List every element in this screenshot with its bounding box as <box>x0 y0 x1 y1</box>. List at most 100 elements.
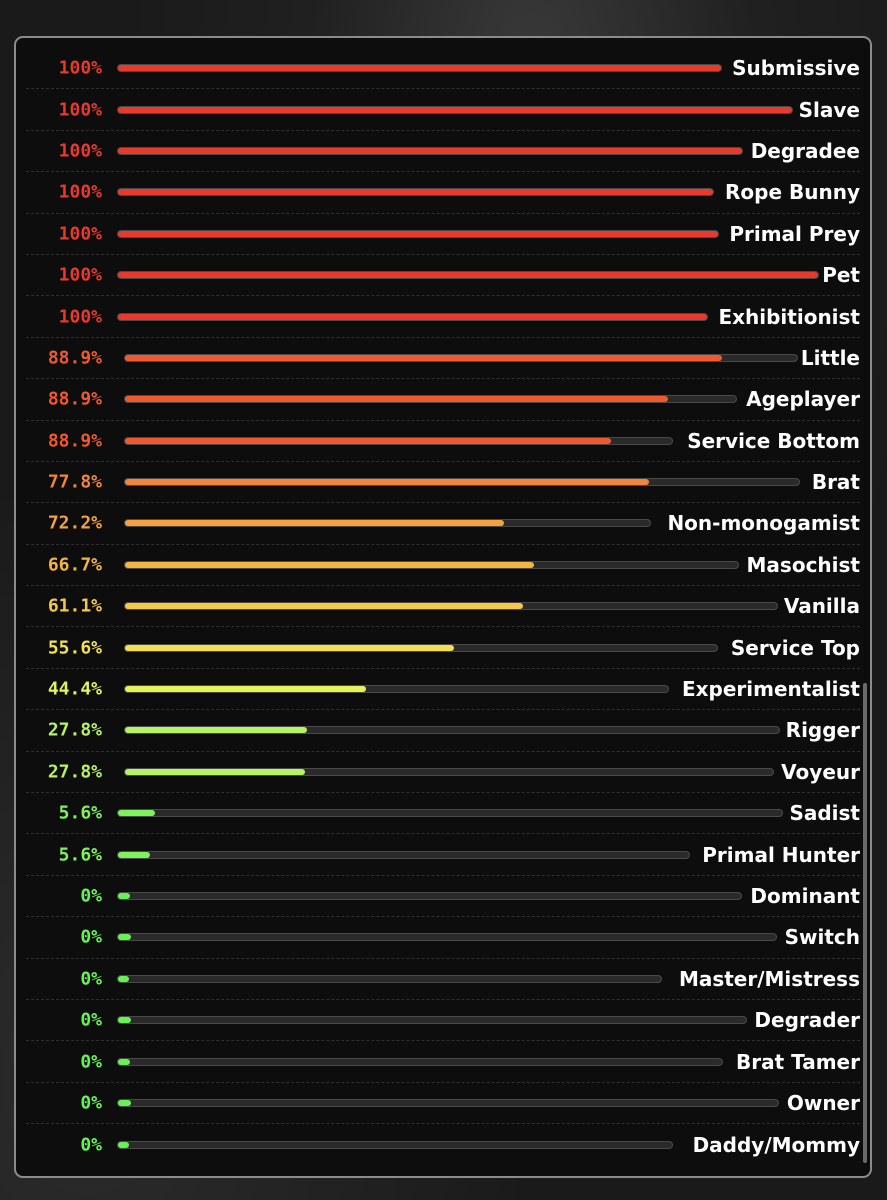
progress-track <box>124 478 800 487</box>
role-label: Little <box>800 345 860 370</box>
progress-track <box>124 726 780 735</box>
role-label: Degrader <box>754 1008 860 1033</box>
progress-fill <box>118 189 713 196</box>
percent-label: 100% <box>58 99 102 121</box>
role-label: Service Top <box>730 635 860 660</box>
role-label: Pet <box>822 263 860 288</box>
percent-label: 100% <box>58 306 102 328</box>
result-row: 77.8% Brat <box>26 462 860 504</box>
result-row: 0% Daddy/Mommy <box>26 1124 860 1165</box>
percent-label: 72.2% <box>47 512 102 534</box>
role-label: Masochist <box>746 552 860 577</box>
progress-track <box>117 1016 747 1025</box>
progress-fill <box>125 561 534 568</box>
progress-fill <box>118 272 818 279</box>
progress-fill <box>118 230 718 237</box>
result-row: 100% Pet <box>26 255 860 297</box>
progress-fill <box>125 479 650 486</box>
percent-label: 0% <box>80 1134 102 1156</box>
percent-label: 5.6% <box>58 802 102 824</box>
percent-label: 44.4% <box>47 678 102 700</box>
percent-label: 0% <box>80 1051 102 1073</box>
results-list: 100% Submissive 100% Slave 100% Degradee 100% R… <box>26 48 860 1166</box>
percent-label: 0% <box>80 926 102 948</box>
role-label: Brat Tamer <box>736 1049 860 1074</box>
role-label: Voyeur <box>781 759 860 784</box>
progress-fill <box>118 1141 130 1148</box>
role-label: Non-monogamist <box>667 511 860 536</box>
percent-label: 88.9% <box>47 347 102 369</box>
progress-fill <box>118 1099 132 1106</box>
progress-fill <box>118 934 132 941</box>
percent-label: 88.9% <box>47 388 102 410</box>
progress-track <box>117 271 819 280</box>
percent-label: 0% <box>80 968 102 990</box>
percent-label: 100% <box>58 140 102 162</box>
progress-fill <box>118 975 129 982</box>
role-label: Rope Bunny <box>725 180 860 205</box>
result-row: 72.2% Non-monogamist <box>26 503 860 545</box>
percent-label: 66.7% <box>47 554 102 576</box>
result-row: 100% Rope Bunny <box>26 172 860 214</box>
progress-fill <box>125 354 723 361</box>
progress-track <box>117 933 777 942</box>
result-row: 0% Owner <box>26 1083 860 1125</box>
result-row: 61.1% Vanilla <box>26 586 860 628</box>
progress-track <box>117 850 690 859</box>
result-row: 88.9% Ageplayer <box>26 379 860 421</box>
percent-label: 77.8% <box>47 471 102 493</box>
role-label: Primal Hunter <box>702 842 860 867</box>
result-row: 100% Slave <box>26 89 860 131</box>
role-label: Owner <box>786 1090 860 1115</box>
progress-track <box>117 1057 723 1066</box>
result-row: 66.7% Masochist <box>26 545 860 587</box>
role-label: Primal Prey <box>729 221 860 246</box>
role-label: Sadist <box>789 801 860 826</box>
progress-track <box>124 767 774 776</box>
result-row: 44.4% Experimentalist <box>26 669 860 711</box>
progress-fill <box>118 810 156 817</box>
result-row: 100% Degradee <box>26 131 860 173</box>
role-label: Dominant <box>750 884 860 908</box>
progress-track <box>124 353 798 362</box>
result-row: 5.6% Primal Hunter <box>26 834 860 876</box>
percent-label: 55.6% <box>47 637 102 659</box>
progress-track <box>117 1098 779 1107</box>
role-label: Switch <box>784 925 860 950</box>
role-label: Rigger <box>785 718 860 743</box>
progress-track <box>124 519 651 528</box>
progress-track <box>117 809 783 818</box>
result-row: 88.9% Service Bottom <box>26 421 860 462</box>
progress-fill <box>125 603 524 610</box>
result-row: 27.8% Voyeur <box>26 752 860 794</box>
progress-track <box>124 602 778 611</box>
result-row: 0% Dominant <box>26 876 860 918</box>
progress-track <box>124 395 737 404</box>
progress-track <box>117 312 708 321</box>
percent-label: 100% <box>58 264 102 286</box>
results-panel: 100% Submissive 100% Slave 100% Degradee 100% R… <box>14 36 872 1178</box>
role-label: Vanilla <box>783 594 860 619</box>
role-label: Brat <box>811 470 860 495</box>
role-label: Master/Mistress <box>678 966 860 991</box>
role-label: Exhibitionist <box>718 304 860 329</box>
result-row: 0% Switch <box>26 917 860 959</box>
role-label: Service Bottom <box>687 428 860 453</box>
percent-label: 0% <box>80 1092 102 1114</box>
progress-track <box>124 436 673 445</box>
progress-fill <box>125 768 306 775</box>
result-row: 88.9% Little <box>26 338 860 380</box>
progress-fill <box>125 727 307 734</box>
progress-fill <box>118 65 721 72</box>
progress-fill <box>118 313 707 320</box>
scrollbar[interactable] <box>863 683 867 1163</box>
progress-track <box>117 146 743 155</box>
percent-label: 5.6% <box>58 844 102 866</box>
progress-track <box>124 643 718 652</box>
role-label: Submissive <box>732 56 860 81</box>
progress-fill <box>118 851 150 858</box>
progress-track <box>117 1140 673 1149</box>
progress-fill <box>125 686 367 693</box>
progress-fill <box>125 396 669 403</box>
percent-label: 61.1% <box>47 595 102 617</box>
